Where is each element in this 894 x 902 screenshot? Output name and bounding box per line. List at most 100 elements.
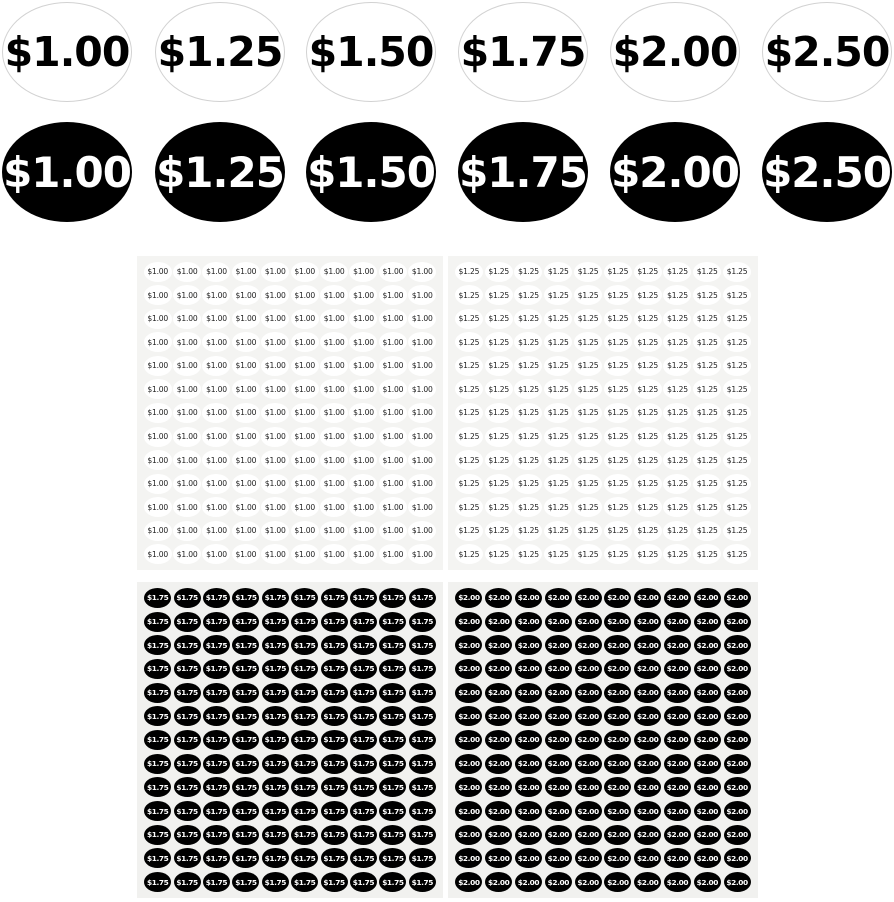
mini-sticker: $1.25	[633, 544, 662, 565]
mini-sticker: $1.00	[261, 426, 290, 447]
mini-sticker: $1.25	[454, 450, 483, 471]
mini-sticker: $1.75	[349, 682, 377, 703]
mini-sticker: $1.25	[633, 332, 662, 353]
mini-sticker: $1.00	[349, 285, 378, 306]
mini-sticker: $1.00	[349, 450, 378, 471]
mini-sticker: $1.00	[320, 332, 349, 353]
mini-sticker: $1.25	[693, 308, 722, 329]
mini-sticker: $1.75	[320, 801, 348, 822]
mini-sticker: $1.25	[633, 473, 662, 494]
mini-sticker: $2.00	[604, 706, 632, 727]
mini-sticker: $1.25	[603, 308, 632, 329]
mini-sticker: $1.75	[144, 872, 172, 893]
mini-sticker: $1.25	[514, 261, 543, 282]
mini-sticker: $1.25	[663, 544, 692, 565]
mini-sticker: $1.25	[514, 402, 543, 423]
mini-sticker: $2.00	[514, 729, 542, 750]
mini-sticker: $1.25	[514, 544, 543, 565]
mini-sticker: $1.25	[693, 355, 722, 376]
mini-sticker: $1.25	[514, 285, 543, 306]
mini-sticker: $1.25	[663, 308, 692, 329]
mini-sticker: $2.00	[514, 824, 542, 845]
mini-sticker: $1.25	[663, 261, 692, 282]
mini-sticker: $2.00	[485, 801, 513, 822]
mini-sticker: $1.00	[320, 285, 349, 306]
mini-sticker: $2.00	[455, 848, 483, 869]
mini-sticker: $2.00	[455, 872, 483, 893]
mini-sticker: $1.75	[144, 801, 172, 822]
mini-sticker: $1.00	[408, 285, 437, 306]
mini-sticker: $1.00	[349, 261, 378, 282]
mini-sticker: $1.25	[693, 402, 722, 423]
mini-sticker: $1.00	[261, 308, 290, 329]
mini-sticker: $1.00	[290, 497, 319, 518]
mini-sticker: $1.75	[408, 706, 436, 727]
mini-sticker: $1.00	[202, 261, 231, 282]
mini-sticker: $2.00	[485, 824, 513, 845]
mini-sticker: $2.00	[544, 729, 572, 750]
mini-sticker: $2.00	[514, 587, 542, 608]
mini-sticker: $2.00	[693, 824, 721, 845]
mini-sticker: $1.00	[261, 473, 290, 494]
mini-sticker: $1.75	[349, 706, 377, 727]
mini-sticker: $1.75	[144, 635, 172, 656]
mini-sticker: $2.00	[604, 729, 632, 750]
mini-sticker: $2.00	[723, 848, 751, 869]
mini-sticker: $1.75	[291, 729, 319, 750]
mini-sticker: $2.00	[604, 777, 632, 798]
mini-sticker: $2.00	[455, 777, 483, 798]
mini-sticker: $2.00	[604, 872, 632, 893]
mini-sticker: $1.75	[232, 635, 260, 656]
mini-sticker: $1.25	[544, 544, 573, 565]
mini-sticker: $1.75	[202, 611, 230, 632]
mini-sticker: $1.75	[320, 848, 348, 869]
mini-sticker: $2.00	[663, 635, 691, 656]
mini-sticker: $1.75	[202, 753, 230, 774]
mini-sticker: $2.00	[723, 777, 751, 798]
mini-sticker: $1.00	[378, 450, 407, 471]
black-sticker-1-75: $1.75	[458, 122, 588, 222]
mini-sticker: $2.00	[455, 729, 483, 750]
mini-sticker: $2.00	[634, 706, 662, 727]
mini-sticker: $1.00	[173, 402, 202, 423]
mini-sticker: $1.00	[408, 332, 437, 353]
mini-sticker: $1.25	[723, 355, 752, 376]
mini-sticker: $1.00	[378, 261, 407, 282]
mini-sticker: $1.00	[378, 544, 407, 565]
mini-sticker: $1.75	[408, 848, 436, 869]
mini-sticker: $1.25	[723, 426, 752, 447]
mini-sticker: $1.75	[291, 801, 319, 822]
white-sticker-2-00: $2.00	[610, 2, 740, 102]
mini-sticker: $1.00	[290, 450, 319, 471]
mini-sticker: $1.25	[574, 520, 603, 541]
mini-sticker: $1.00	[173, 379, 202, 400]
mini-sticker: $1.00	[408, 450, 437, 471]
mini-sticker: $2.00	[455, 753, 483, 774]
mini-sticker: $1.25	[484, 473, 513, 494]
mini-sticker: $2.00	[604, 635, 632, 656]
mini-sticker: $2.00	[634, 587, 662, 608]
mini-sticker: $1.75	[144, 729, 172, 750]
mini-sticker: $2.00	[514, 801, 542, 822]
mini-sticker: $1.75	[173, 658, 201, 679]
mini-sticker: $1.75	[232, 729, 260, 750]
mini-sticker: $1.00	[261, 402, 290, 423]
mini-sticker: $1.00	[202, 544, 231, 565]
mini-sticker: $1.75	[408, 658, 436, 679]
mini-sticker: $1.75	[202, 682, 230, 703]
mini-sticker: $2.00	[663, 848, 691, 869]
mini-sticker: $1.25	[484, 379, 513, 400]
mini-sticker: $2.00	[455, 635, 483, 656]
mini-sticker: $1.25	[484, 355, 513, 376]
mini-sticker: $2.00	[455, 706, 483, 727]
mini-sticker: $1.75	[408, 824, 436, 845]
mini-sticker: $1.00	[349, 402, 378, 423]
mini-sticker: $1.75	[261, 682, 289, 703]
mini-sticker: $1.00	[231, 426, 260, 447]
mini-sticker: $1.00	[261, 285, 290, 306]
mini-sticker: $2.00	[574, 706, 602, 727]
mini-sticker: $1.75	[173, 611, 201, 632]
mini-sticker: $1.25	[663, 520, 692, 541]
mini-sticker: $2.00	[723, 635, 751, 656]
mini-sticker: $2.00	[455, 801, 483, 822]
